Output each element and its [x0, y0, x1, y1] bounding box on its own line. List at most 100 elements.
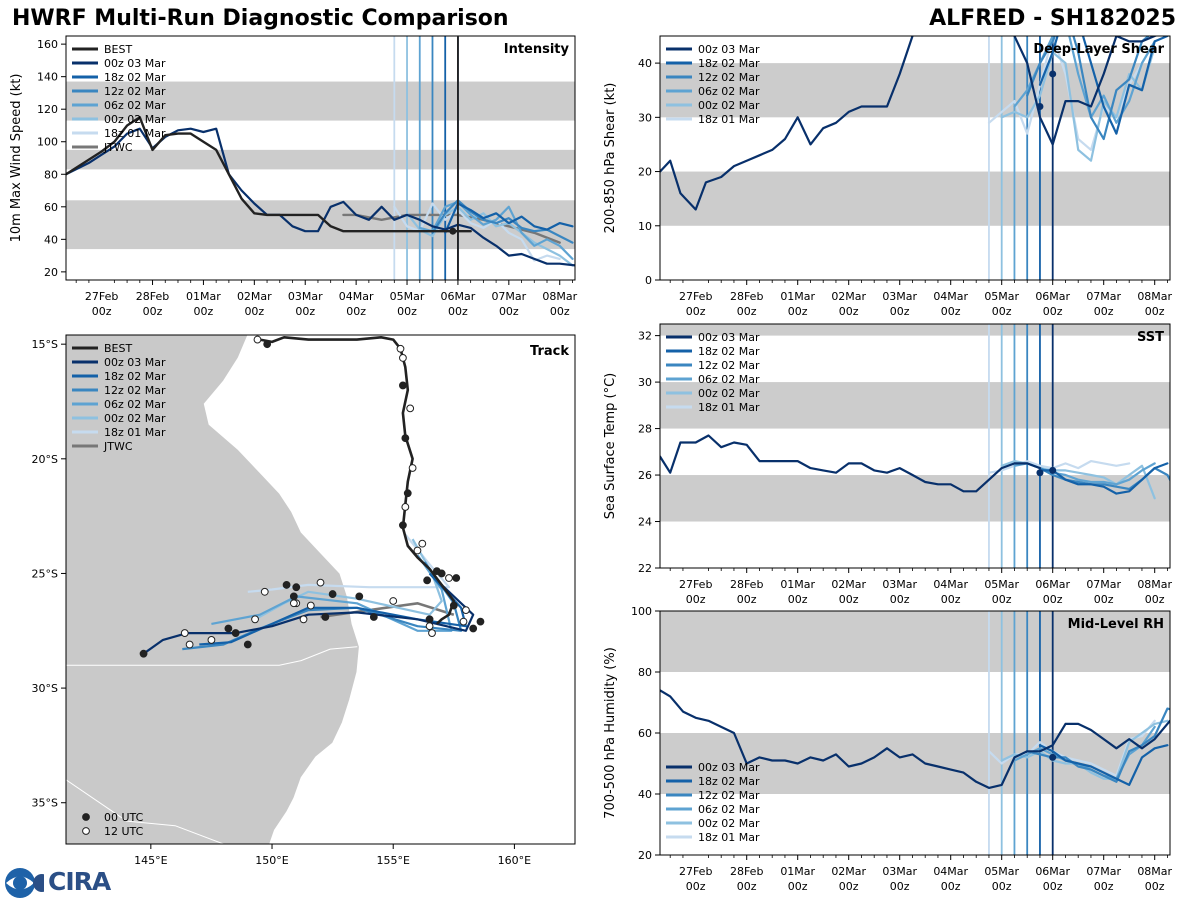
y-tick-label: 40 [638, 788, 652, 801]
x-tick-label-date: 08Mar [1137, 290, 1172, 303]
forecast-track-18z-01-mar [247, 533, 451, 593]
legend-label: 00z 02 Mar [698, 387, 760, 400]
x-tick-label-hour: 00z [1145, 880, 1165, 893]
forecast-track-00z-03-mar [142, 584, 475, 655]
y-tick-label: 120 [37, 103, 58, 116]
x-tick-label-date: 06Mar [1035, 578, 1070, 591]
x-tick-label-date: 04Mar [933, 290, 968, 303]
legend-marker-00utc [82, 813, 90, 821]
y-tick-label: 100 [37, 136, 58, 149]
track-point-12utc [418, 539, 427, 548]
legend-label: 00z 02 Mar [698, 99, 760, 112]
x-tick-label-hour: 00z [1094, 593, 1114, 606]
x-tick-label-hour: 00z [346, 305, 366, 318]
x-tick-label-hour: 00z [941, 305, 961, 318]
x-tick-label-date: 01Mar [780, 290, 815, 303]
x-tick-label-date: 01Mar [780, 578, 815, 591]
x-tick-label-date: 01Mar [780, 865, 815, 878]
track-point-00utc [452, 574, 461, 582]
threshold-band [660, 382, 1170, 429]
threshold-band [660, 611, 1170, 672]
y-tick-label: 20 [638, 166, 652, 179]
legend-label: 12z 02 Mar [698, 359, 760, 372]
x-tick-label-date: 28Feb [136, 290, 169, 303]
track-point-12utc [408, 464, 417, 472]
panel-title: Track [530, 344, 569, 359]
plot-frame [65, 35, 576, 281]
x-tick-label-date: 06Mar [1035, 290, 1070, 303]
forecast-line-00z-03-mar [660, 36, 1159, 211]
x-tick-label-date: 07Mar [1086, 290, 1121, 303]
threshold-band [660, 171, 1170, 226]
x-tick-label-hour: 00z [737, 880, 757, 893]
x-tick-label-hour: 00z [194, 305, 214, 318]
x-tick-label-hour: 00z [1145, 593, 1165, 606]
marker-legend-label: 12 UTC [104, 825, 144, 838]
threshold-band [66, 81, 575, 121]
lon-tick-label: 155°E [376, 854, 409, 867]
state-border [66, 595, 358, 666]
x-tick-label-date: 03Mar [882, 290, 917, 303]
track-point-12utc [462, 606, 470, 615]
figure-title: HWRF Multi-Run Diagnostic Comparison [12, 6, 509, 31]
forecast-line-06z-02-mar [1013, 725, 1156, 780]
x-tick-label-hour: 00z [143, 305, 163, 318]
legend-label: 18z 02 Mar [698, 57, 760, 70]
track-point-00utc [432, 567, 441, 576]
legend-label: 00z 03 Mar [698, 43, 760, 56]
y-tick-label: 80 [638, 666, 652, 679]
forecast-line-00z-03-mar [660, 434, 1042, 493]
track-point-00utc [355, 592, 364, 601]
forecast-line-18z-02-mar [444, 202, 574, 234]
x-tick-label-hour: 00z [244, 305, 264, 318]
x-tick-label-hour: 00z [890, 305, 910, 318]
track-point-12utc [253, 335, 262, 344]
x-tick-label-date: 04Mar [339, 290, 374, 303]
forecast-track-18z-02-mar [199, 572, 467, 646]
y-tick-label: 10 [638, 220, 652, 233]
legend-label: 06z 02 Mar [698, 373, 760, 386]
x-tick-label-hour: 00z [890, 593, 910, 606]
track-point-12utc [260, 587, 269, 596]
legend-label: 18z 02 Mar [698, 345, 760, 358]
threshold-band [660, 324, 1170, 336]
track-point-00utc [399, 521, 407, 530]
lat-tick-label: 20°S [32, 453, 58, 466]
legend-label: 06z 02 Mar [104, 398, 166, 411]
legend-label: BEST [104, 342, 132, 355]
cira-globe-icon [33, 874, 51, 892]
track-point-00utc [263, 340, 272, 349]
legend-label: 18z 01 Mar [698, 831, 760, 844]
track-point-12utc [413, 546, 422, 555]
track-point-12utc [425, 622, 434, 631]
track-point-00utc [282, 581, 291, 589]
legend-label: 18z 01 Mar [104, 426, 166, 439]
x-tick-label-date: 05Mar [984, 865, 1019, 878]
legend-label: 12z 02 Mar [698, 789, 760, 802]
x-tick-label-hour: 00z [788, 880, 808, 893]
lat-tick-label: 25°S [32, 567, 58, 580]
y-axis-label: 10m Max Wind Speed (kt) [9, 74, 24, 243]
x-tick-label-date: 02Mar [831, 578, 866, 591]
legend-label: 06z 02 Mar [698, 803, 760, 816]
track-point-00utc [328, 590, 337, 598]
y-tick-label: 20 [44, 266, 58, 279]
x-tick-label-date: 27Feb [679, 865, 712, 878]
panel-title: Intensity [504, 42, 570, 57]
track-point-12utc [401, 503, 410, 511]
panel-title: Mid-Level RH [1068, 617, 1164, 632]
x-tick-label-date: 27Feb [679, 290, 712, 303]
threshold-band [66, 149, 575, 170]
x-tick-label-date: 08Mar [1137, 578, 1172, 591]
forecast-line-18z-02-mar [1038, 462, 1169, 495]
y-axis-label: Sea Surface Temp (°C) [603, 373, 618, 520]
state-border [66, 779, 224, 844]
x-tick-label-hour: 00z [1043, 593, 1063, 606]
panel-title: Deep-Layer Shear [1033, 42, 1164, 57]
x-tick-label-hour: 00z [499, 305, 519, 318]
lat-tick-label: 15°S [32, 338, 58, 351]
track-point-00utc [401, 434, 410, 443]
track-point-12utc [399, 354, 407, 362]
y-tick-label: 140 [37, 71, 58, 84]
x-tick-label-hour: 00z [686, 593, 706, 606]
